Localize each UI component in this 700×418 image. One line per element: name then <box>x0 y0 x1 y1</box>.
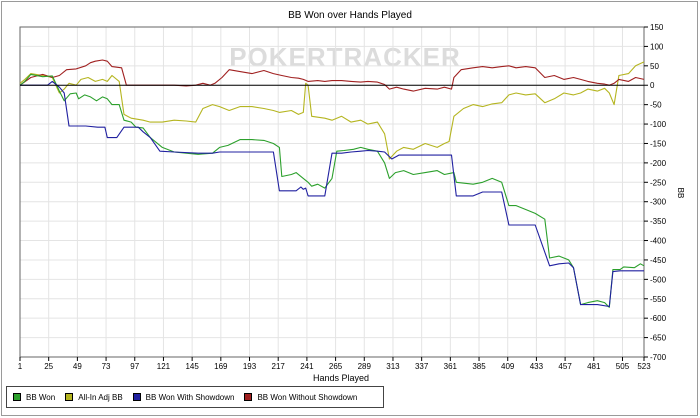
y-tick-label: -50 <box>650 101 662 110</box>
legend-item: BB Won <box>13 393 55 402</box>
x-tick-label: 337 <box>415 362 429 371</box>
series-line-bb-won <box>19 73 645 308</box>
x-tick-label: 169 <box>214 362 228 371</box>
legend-label: BB Won <box>26 392 56 402</box>
y-tick-label: -650 <box>650 334 667 343</box>
legend: BB Won All-In Adj BB BB Won With Showdown B… <box>6 386 384 408</box>
x-tick-label: 313 <box>386 362 400 371</box>
legend-swatch <box>132 393 141 401</box>
x-tick-label: 361 <box>444 362 458 371</box>
legend-item: All-In Adj BB <box>65 392 123 402</box>
y-tick-label: 150 <box>650 23 664 32</box>
x-tick-label: 523 <box>637 362 651 371</box>
x-tick-label: 97 <box>130 362 139 371</box>
x-tick-label: 505 <box>616 362 630 371</box>
x-tick-label: 433 <box>530 362 544 371</box>
legend-item: BB Won Without Showdown <box>244 393 357 402</box>
series-line-bb-won-with-showdown <box>20 80 644 308</box>
chart-title: BB Won over Hands Played <box>288 10 412 21</box>
y-tick-label: -350 <box>650 217 667 226</box>
y-axis: 150 100 50 0 -50 -100 -150 -200 -250 -300 -350 -400… <box>644 23 667 362</box>
y-tick-label: -150 <box>650 139 667 148</box>
y-tick-label: 50 <box>650 62 659 71</box>
legend-swatch <box>244 393 253 401</box>
x-tick-label: 217 <box>272 362 286 371</box>
y-tick-label: 100 <box>650 42 664 51</box>
series-line-all-in-adj-bb <box>19 61 645 160</box>
x-tick-label: 289 <box>358 362 372 371</box>
x-tick-label: 121 <box>157 362 171 371</box>
x-tick-label: 145 <box>185 362 199 371</box>
x-tick-label: 241 <box>300 362 314 371</box>
y-tick-label: -100 <box>650 120 667 129</box>
x-tick-label: 1 <box>18 362 23 371</box>
plot-area <box>19 26 645 358</box>
x-axis-label: Hands Played <box>313 373 369 383</box>
x-axis: 1 25 49 73 97 121 145 169 193 217 241 265 289 313 337 3… <box>18 357 651 371</box>
y-tick-label: -450 <box>650 256 667 265</box>
y-tick-label: -700 <box>650 353 667 362</box>
x-tick-label: 25 <box>44 362 53 371</box>
series-line-bb-won-without-showdown <box>19 59 645 92</box>
series-layer <box>19 59 645 308</box>
y-tick-label: -550 <box>650 295 667 304</box>
y-tick-label: -200 <box>650 159 667 168</box>
x-tick-label: 49 <box>73 362 82 371</box>
x-tick-label: 73 <box>102 362 111 371</box>
y-axis-unit-label: BB <box>676 188 685 199</box>
x-tick-label: 265 <box>329 362 343 371</box>
legend-swatch <box>13 393 21 401</box>
x-tick-label: 193 <box>243 362 257 371</box>
y-tick-label: -400 <box>650 237 667 246</box>
y-tick-label: 0 <box>650 81 655 90</box>
legend-item: BB Won With Showdown <box>132 392 235 402</box>
legend-swatch <box>65 393 74 401</box>
y-tick-label: -600 <box>650 314 667 323</box>
y-tick-label: -500 <box>650 275 667 284</box>
legend-label: BB Won With Showdown <box>145 392 235 402</box>
x-tick-label: 457 <box>558 362 572 371</box>
y-tick-label: -300 <box>650 198 667 207</box>
legend-label: All-In Adj BB <box>78 392 123 402</box>
x-tick-label: 385 <box>472 362 486 371</box>
legend-label: BB Won Without Showdown <box>257 392 358 402</box>
y-tick-label: -250 <box>650 178 667 187</box>
x-tick-label: 409 <box>501 362 515 371</box>
x-tick-label: 481 <box>587 362 601 371</box>
